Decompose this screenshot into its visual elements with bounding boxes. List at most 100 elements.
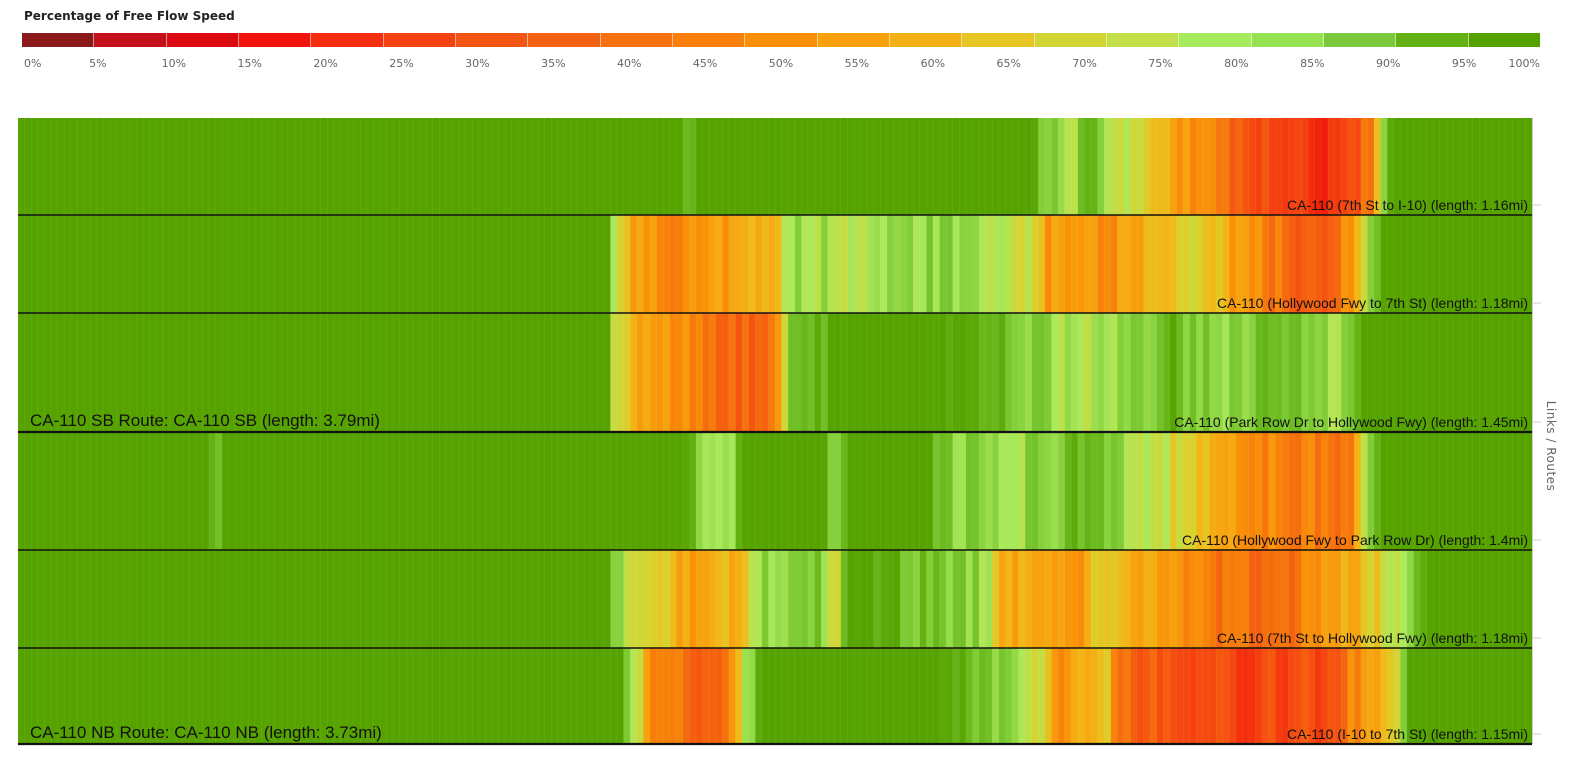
heatmap-cell	[952, 550, 960, 648]
heatmap-cell	[577, 648, 585, 744]
heatmap-cell	[1433, 118, 1441, 215]
heatmap-cell	[1156, 313, 1164, 432]
heatmap-cell	[452, 648, 460, 744]
heatmap-cell	[1235, 118, 1243, 215]
heatmap-cell	[31, 550, 39, 648]
heatmap-cell	[399, 550, 407, 648]
heatmap-cell	[235, 215, 243, 313]
heatmap-cell	[366, 215, 374, 313]
heatmap-cell	[294, 550, 302, 648]
heatmap-cell	[1150, 215, 1158, 313]
heatmap-cell	[696, 313, 703, 432]
heatmap-cell	[1077, 118, 1085, 215]
heatmap-cell	[1097, 118, 1105, 215]
heatmap-cell	[1499, 648, 1507, 744]
heatmap-cell	[228, 313, 236, 432]
heatmap-cell	[584, 432, 592, 550]
heatmap-cell	[1281, 550, 1289, 648]
heatmap-cell	[1064, 432, 1072, 550]
heatmap-cell	[287, 313, 295, 432]
heatmap-cell	[1314, 432, 1322, 550]
heatmap-cell	[649, 432, 657, 550]
heatmap-cell	[222, 550, 230, 648]
heatmap-cell	[1242, 432, 1250, 550]
heatmap-cell	[406, 313, 414, 432]
heatmap-cell	[169, 313, 177, 432]
heatmap-cell	[1268, 550, 1276, 648]
heatmap-cell	[801, 313, 809, 432]
heatmap-cell	[459, 648, 467, 744]
heatmap-cell	[1347, 215, 1355, 313]
heatmap-cell	[1512, 313, 1520, 432]
heatmap-cell	[24, 648, 32, 744]
heatmap-cell	[1137, 215, 1145, 313]
heatmap-cell	[281, 313, 289, 432]
heatmap-cell	[333, 118, 341, 215]
heatmap-cell	[419, 313, 427, 432]
color-scale-swatch	[1179, 33, 1252, 47]
heatmap-cell	[676, 313, 684, 432]
heatmap-cell	[426, 550, 434, 648]
heatmap-cell	[83, 432, 91, 550]
heatmap-cell	[853, 550, 861, 648]
heatmap-cell	[281, 118, 289, 215]
heatmap-cell	[505, 550, 513, 648]
heatmap-cell	[853, 648, 861, 744]
heatmap-cell	[57, 118, 65, 215]
heatmap-cell	[1071, 118, 1079, 215]
heatmap-cell	[847, 313, 855, 432]
heatmap-cell	[1104, 313, 1112, 432]
heatmap-cell	[972, 313, 980, 432]
heatmap-cell	[426, 432, 434, 550]
heatmap-cell	[366, 313, 374, 432]
heatmap-cell	[597, 215, 605, 313]
heatmap-cell	[189, 432, 197, 550]
heatmap-cell	[57, 215, 65, 313]
heatmap-cell	[1518, 432, 1526, 550]
heatmap-cell	[1169, 118, 1177, 215]
heatmap-cell	[939, 432, 947, 550]
heatmap-cell	[1341, 313, 1349, 432]
heatmap-row	[17, 313, 1533, 432]
heatmap-cell	[393, 550, 401, 648]
heatmap-cell	[1196, 550, 1204, 648]
heatmap-cell	[1058, 118, 1066, 215]
link-label: CA-110 (Hollywood Fwy to Park Row Dr) (l…	[1182, 532, 1528, 548]
heatmap-cell	[1090, 313, 1098, 432]
heatmap-cell	[722, 313, 730, 432]
heatmap-cell	[1308, 648, 1316, 744]
heatmap-cell	[1176, 313, 1184, 432]
heatmap-cell	[1479, 550, 1487, 648]
heatmap-cell	[873, 550, 881, 648]
heatmap-cell	[1479, 215, 1487, 313]
heatmap-cell	[998, 215, 1006, 313]
heatmap-cell	[327, 648, 335, 744]
heatmap-cell	[603, 432, 611, 550]
heatmap-cell	[1183, 648, 1191, 744]
heatmap-cell	[1321, 648, 1329, 744]
heatmap-cell	[807, 118, 815, 215]
heatmap-cell	[37, 313, 45, 432]
heatmap-cell	[742, 118, 750, 215]
heatmap-cell	[208, 313, 216, 432]
heatmap-cell	[1163, 215, 1171, 313]
heatmap-cell	[1387, 118, 1395, 215]
heatmap-cell	[531, 118, 539, 215]
heatmap-cell	[432, 118, 440, 215]
heatmap-cell	[485, 215, 493, 313]
heatmap-cell	[268, 118, 276, 215]
link-label: CA-110 (7th St to I-10) (length: 1.16mi)	[1287, 197, 1528, 213]
heatmap-cell	[1202, 118, 1210, 215]
heatmap-cell	[1354, 550, 1362, 648]
heatmap-cell	[900, 550, 908, 648]
heatmap-cell	[215, 432, 223, 550]
heatmap-cell	[603, 550, 611, 648]
heatmap-cell	[123, 215, 131, 313]
heatmap-cell	[511, 215, 519, 313]
heatmap-cell	[663, 550, 671, 648]
heatmap-cell	[393, 432, 401, 550]
heatmap-cell	[821, 118, 829, 215]
heatmap-cell	[886, 118, 894, 215]
heatmap-cell	[524, 118, 532, 215]
heatmap-cell	[682, 648, 690, 744]
